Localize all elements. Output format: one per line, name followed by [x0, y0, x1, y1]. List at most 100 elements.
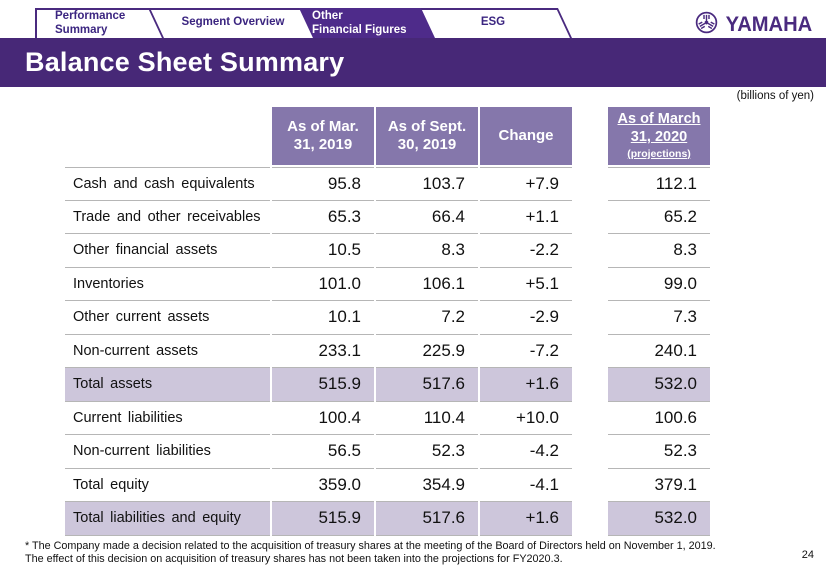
cell-label: Trade and other receivables: [65, 201, 270, 234]
cell-spacer: [574, 368, 606, 402]
cell-projection: 52.3: [608, 435, 710, 469]
cell-spacer: [574, 335, 606, 369]
cell-sept-2019: 110.4: [376, 402, 478, 435]
cell-change: -4.2: [480, 435, 572, 469]
cell-change: +1.1: [480, 201, 572, 234]
cell-change: +1.6: [480, 502, 572, 536]
cell-mar-2019: 359.0: [272, 469, 374, 502]
tab-esg[interactable]: ESG: [430, 0, 556, 38]
page-number: 24: [801, 549, 814, 561]
title-bar: Balance Sheet Summary: [0, 38, 826, 87]
cell-spacer: [574, 469, 606, 503]
tab-label-line2: Financial Figures: [312, 23, 407, 36]
cell-sept-2019: 225.9: [376, 335, 478, 368]
cell-change: -2.9: [480, 301, 572, 335]
cell-change: +5.1: [480, 268, 572, 301]
tab-segment-overview[interactable]: Segment Overview: [168, 0, 298, 38]
projection-header-title: As of March 31, 2020: [617, 111, 701, 146]
cell-projection: 8.3: [608, 234, 710, 268]
header-spacer: [574, 107, 606, 165]
footnote: * The Company made a decision related to…: [25, 540, 716, 566]
cell-label: Non-current assets: [65, 335, 270, 368]
cell-mar-2019: 233.1: [272, 335, 374, 368]
cell-sept-2019: 7.2: [376, 301, 478, 335]
cell-sept-2019: 8.3: [376, 234, 478, 268]
cell-spacer: [574, 234, 606, 268]
cell-spacer: [574, 402, 606, 436]
tab-label-line2: Summary: [55, 23, 108, 36]
cell-projection: 532.0: [608, 368, 710, 402]
cell-sept-2019: 354.9: [376, 469, 478, 502]
cell-sept-2019: 103.7: [376, 167, 478, 201]
tab-label: Segment Overview: [181, 15, 285, 28]
cell-projection: 532.0: [608, 502, 710, 536]
tab-label: ESG: [480, 15, 506, 28]
cell-spacer: [574, 201, 606, 235]
cell-change: -7.2: [480, 335, 572, 368]
cell-mar-2019: 10.5: [272, 234, 374, 268]
cell-mar-2019: 10.1: [272, 301, 374, 335]
cell-sept-2019: 66.4: [376, 201, 478, 234]
cell-label: Non-current liabilities: [65, 435, 270, 469]
page-title: Balance Sheet Summary: [25, 47, 345, 77]
cell-mar-2019: 101.0: [272, 268, 374, 301]
cell-sept-2019: 517.6: [376, 502, 478, 536]
cell-sept-2019: 106.1: [376, 268, 478, 301]
cell-sept-2019: 52.3: [376, 435, 478, 469]
tab-other-financial-figures[interactable]: Other Financial Figures: [312, 10, 407, 37]
cell-label: Inventories: [65, 268, 270, 301]
cell-spacer: [574, 301, 606, 335]
cell-projection: 65.2: [608, 201, 710, 234]
cell-label: Current liabilities: [65, 402, 270, 435]
cell-change: -2.2: [480, 234, 572, 268]
cell-projection: 112.1: [608, 167, 710, 201]
cell-label: Other current assets: [65, 301, 270, 335]
yamaha-tuning-fork-icon: [695, 11, 718, 39]
cell-mar-2019: 100.4: [272, 402, 374, 435]
cell-change: +1.6: [480, 368, 572, 402]
cell-change: +10.0: [480, 402, 572, 435]
tab-bar-left-border: [35, 8, 37, 38]
col-header-change: Change: [480, 107, 572, 165]
tab-bar-top-border: [35, 8, 557, 10]
cell-mar-2019: 56.5: [272, 435, 374, 469]
footnote-line2: The effect of this decision on acquisiti…: [25, 553, 563, 565]
yamaha-logo: YAMAHA: [695, 11, 812, 39]
cell-spacer: [574, 435, 606, 469]
cell-change: +7.9: [480, 167, 572, 201]
balance-sheet-table: As of Mar. 31, 2019 As of Sept. 30, 2019…: [65, 107, 710, 536]
tab-performance-summary[interactable]: Performance Summary: [55, 10, 125, 37]
cell-mar-2019: 515.9: [272, 368, 374, 402]
cell-spacer: [574, 167, 606, 201]
cell-projection: 240.1: [608, 335, 710, 368]
col-header-mar-2019: As of Mar. 31, 2019: [272, 107, 374, 165]
cell-mar-2019: 515.9: [272, 502, 374, 536]
cell-mar-2019: 95.8: [272, 167, 374, 201]
cell-projection: 99.0: [608, 268, 710, 301]
tab-bar-end-cap: [556, 8, 572, 38]
cell-projection: 7.3: [608, 301, 710, 335]
tab-label-line1: Other: [312, 10, 343, 22]
cell-spacer: [574, 268, 606, 302]
tab-bar: Performance Summary Segment Overview Oth…: [0, 0, 826, 38]
cell-label: Total equity: [65, 469, 270, 502]
cell-change: -4.1: [480, 469, 572, 502]
col-header-projections: As of March 31, 2020 (projections): [608, 107, 710, 165]
cell-label: Other financial assets: [65, 234, 270, 268]
cell-label: Total assets: [65, 368, 270, 402]
tab-divider: [148, 8, 164, 38]
cell-mar-2019: 65.3: [272, 201, 374, 234]
tab-label-line1: Performance: [55, 10, 126, 22]
cell-projection: 379.1: [608, 469, 710, 502]
projection-header-subtitle: (projections): [627, 147, 691, 160]
footnote-line1: * The Company made a decision related to…: [25, 540, 716, 552]
yamaha-logo-text: YAMAHA: [725, 13, 812, 36]
cell-label: Total liabilities and equity: [65, 502, 270, 536]
col-header-sept-2019: As of Sept. 30, 2019: [376, 107, 478, 165]
cell-spacer: [574, 502, 606, 536]
cell-label: Cash and cash equivalents: [65, 167, 270, 201]
cell-sept-2019: 517.6: [376, 368, 478, 402]
header-empty: [65, 107, 270, 165]
unit-note: (billions of yen): [736, 90, 814, 102]
